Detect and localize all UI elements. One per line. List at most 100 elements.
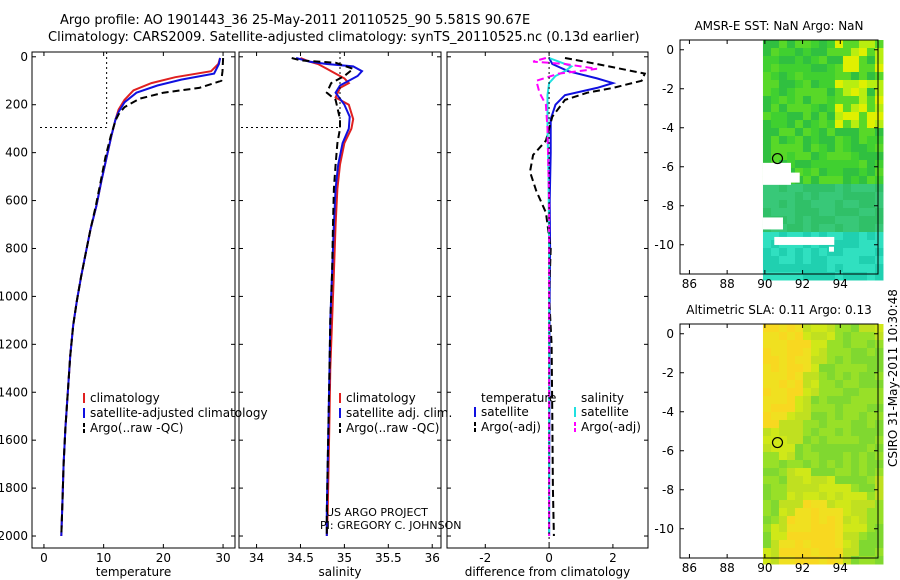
- map-cell: [866, 160, 876, 169]
- map-cell: [802, 192, 812, 201]
- map-cell: [794, 476, 804, 485]
- map-cell: [786, 136, 796, 145]
- map-cell: [866, 484, 876, 493]
- map-cell: [762, 48, 772, 57]
- map-cell: [858, 120, 868, 129]
- map-cell: [810, 508, 820, 517]
- map-cell: [794, 420, 804, 429]
- amsr-sst-map-xtick-label: 92: [795, 277, 810, 291]
- map-cell: [858, 492, 868, 501]
- map-cell: [866, 340, 876, 349]
- map-cell: [802, 548, 812, 557]
- map-cell: [778, 532, 788, 541]
- map-cell: [850, 216, 860, 225]
- map-cell: [786, 144, 796, 153]
- map-cell: [786, 324, 796, 333]
- map-cell: [866, 224, 876, 233]
- map-cell: [762, 380, 772, 389]
- map-cell: [874, 200, 884, 209]
- map-cell: [834, 396, 844, 405]
- map-cell: [802, 224, 812, 233]
- map-cell: [834, 208, 844, 217]
- map-cell: [786, 272, 796, 281]
- map-cell: [850, 264, 860, 273]
- map-cell: [778, 48, 788, 57]
- map-cell: [770, 128, 780, 137]
- map-cell: [762, 264, 772, 273]
- map-cell: [826, 340, 836, 349]
- map-cell: [786, 120, 796, 129]
- map-cell: [858, 272, 868, 281]
- map-cell: [802, 356, 812, 365]
- map-cell: [850, 232, 860, 241]
- map-cell: [778, 508, 788, 517]
- map-cell: [850, 380, 860, 389]
- map-cell: [866, 56, 876, 65]
- temperature-panel-ytick-label: 1200: [0, 337, 28, 351]
- legend-diff-temp-title: temperature: [481, 391, 556, 405]
- map-cell: [794, 80, 804, 89]
- map-cell: [802, 484, 812, 493]
- map-cell: [842, 152, 852, 161]
- map-cell: [858, 476, 868, 485]
- map-cell: [786, 56, 796, 65]
- map-cell: [770, 348, 780, 357]
- map-cell: [794, 216, 804, 225]
- map-cell: [778, 548, 788, 557]
- map-cell: [850, 128, 860, 137]
- map-cell: [778, 96, 788, 105]
- legend-temp-1-label: satellite-adjusted climatology: [90, 406, 268, 420]
- map-cell: [866, 420, 876, 429]
- map-cell: [778, 452, 788, 461]
- map-cell: [802, 332, 812, 341]
- map-cell: [826, 56, 836, 65]
- map-cell: [874, 56, 884, 65]
- map-cell: [858, 56, 868, 65]
- map-cell: [818, 232, 828, 241]
- map-cell: [778, 64, 788, 73]
- map-cell: [858, 444, 868, 453]
- map-cell: [794, 468, 804, 477]
- map-cell: [802, 556, 812, 565]
- amsr-sst-map-ytick-label: -10: [654, 238, 674, 252]
- map-cell: [874, 556, 884, 565]
- map-cell: [762, 240, 772, 249]
- series-satellite-adjusted-climatology: [60, 57, 222, 537]
- altimetric-sla-map-field: [762, 324, 884, 565]
- map-cell: [842, 332, 852, 341]
- map-cell: [762, 444, 772, 453]
- temperature-panel-ytick-label: 400: [5, 146, 28, 160]
- map-cell: [762, 460, 772, 469]
- map-cell: [778, 208, 788, 217]
- map-cell: [842, 500, 852, 509]
- map-cell: [770, 96, 780, 105]
- map-cell: [778, 540, 788, 549]
- map-cell: [874, 168, 884, 177]
- map-cell: [770, 500, 780, 509]
- map-cell: [794, 48, 804, 57]
- map-cell: [786, 404, 796, 413]
- map-cell: [866, 128, 876, 137]
- map-cell: [858, 380, 868, 389]
- map-cell: [786, 388, 796, 397]
- map-cell: [850, 272, 860, 281]
- map-cell: [842, 388, 852, 397]
- series-salinity-satellite: [546, 57, 574, 536]
- map-cell: [866, 80, 876, 89]
- map-cell: [802, 64, 812, 73]
- map-cell: [842, 96, 852, 105]
- map-cell: [858, 232, 868, 241]
- map-cell: [858, 356, 868, 365]
- altimetric-sla-map-ytick-label: -8: [662, 483, 674, 497]
- map-cell: [866, 396, 876, 405]
- map-cell: [842, 372, 852, 381]
- series-argo-raw-qc-: [60, 57, 225, 537]
- map-cell: [850, 256, 860, 265]
- map-cell: [826, 468, 836, 477]
- map-cell: [770, 64, 780, 73]
- map-cell: [874, 184, 884, 193]
- map-cell: [778, 396, 788, 405]
- map-cell: [802, 508, 812, 517]
- map-cell: [866, 216, 876, 225]
- map-cell: [786, 264, 796, 273]
